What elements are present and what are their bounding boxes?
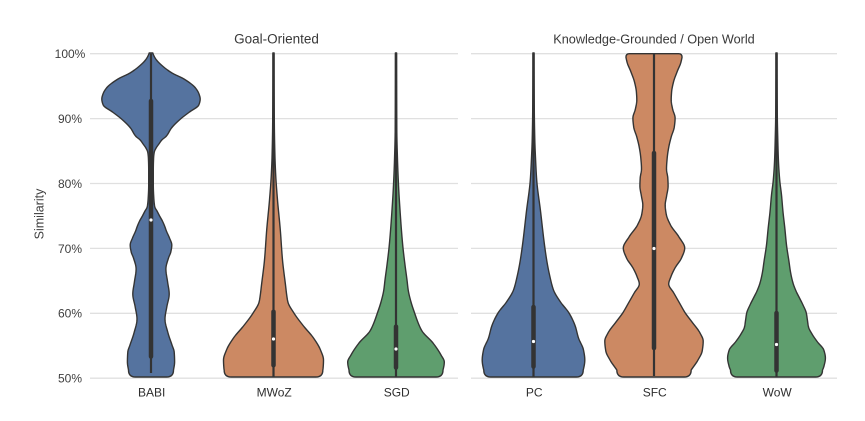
svg-text:100%: 100%	[55, 47, 86, 61]
svg-text:Similarity: Similarity	[33, 188, 47, 239]
svg-text:Goal-Oriented: Goal-Oriented	[234, 31, 319, 46]
svg-text:PC: PC	[526, 386, 543, 400]
svg-text:Knowledge-Grounded / Open Worl: Knowledge-Grounded / Open World	[553, 32, 754, 46]
svg-text:80%: 80%	[58, 177, 82, 191]
svg-text:SGD: SGD	[384, 386, 410, 400]
svg-text:90%: 90%	[58, 112, 82, 126]
svg-text:60%: 60%	[58, 307, 82, 321]
svg-text:BABI: BABI	[138, 386, 165, 400]
svg-text:SFC: SFC	[643, 386, 667, 400]
svg-text:WoW: WoW	[763, 386, 793, 400]
svg-text:70%: 70%	[58, 242, 82, 256]
svg-text:MWoZ: MWoZ	[257, 386, 292, 400]
svg-text:50%: 50%	[58, 372, 82, 386]
